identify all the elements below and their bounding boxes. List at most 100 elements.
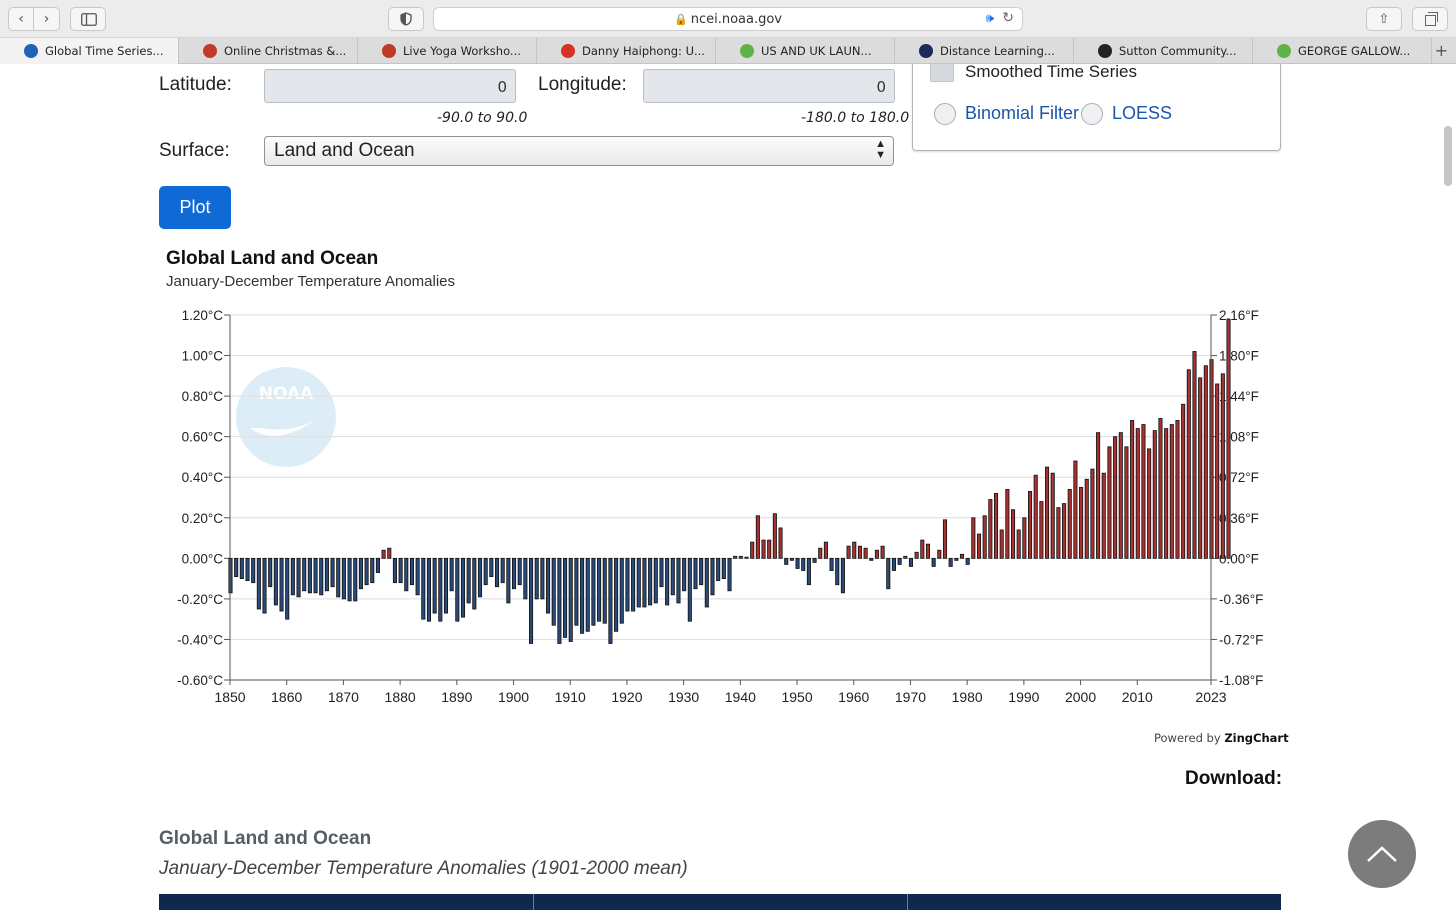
bar: [670, 557, 675, 596]
x-tick-label: 1900: [498, 689, 529, 705]
bar: [908, 557, 913, 567]
bar: [392, 557, 397, 584]
noaa-icon: [24, 44, 38, 58]
x-tick-label: 1890: [441, 689, 472, 705]
back-button[interactable]: ‹: [8, 7, 34, 31]
x-tick-label: 1910: [555, 689, 586, 705]
bar: [925, 543, 931, 559]
address-bar[interactable]: 🔒 ncei.noaa.gov 🕪 ↻: [433, 7, 1023, 31]
browser-tab[interactable]: Live Yoga Worksho...: [358, 38, 537, 64]
loess-radio[interactable]: [1081, 103, 1103, 125]
binomial-radio[interactable]: [934, 103, 956, 125]
bar: [1181, 403, 1186, 559]
new-tab-icon[interactable]: +: [1434, 41, 1448, 60]
bar: [1130, 420, 1135, 559]
y-tick-label-left: -0.20°C: [177, 592, 223, 607]
y-tick-label-right: -0.36°F: [1219, 592, 1263, 607]
bar: [784, 557, 789, 565]
binomial-label[interactable]: Binomial Filter: [965, 103, 1080, 123]
browser-tab-title: Danny Haiphong: U...: [582, 44, 705, 58]
share-button[interactable]: ⇧: [1366, 7, 1402, 31]
powered-by-prefix: Powered by: [1154, 731, 1221, 745]
bar: [1198, 377, 1203, 559]
browser-tab-title: Online Christmas &...: [224, 44, 347, 58]
bar: [1175, 420, 1180, 559]
y-tick-label-right: -1.08°F: [1219, 673, 1263, 688]
reload-icon[interactable]: ↻: [1002, 10, 1014, 26]
browser-tab[interactable]: Distance Learning...: [895, 38, 1074, 64]
om-icon: [382, 44, 396, 58]
plot-button[interactable]: Plot: [159, 186, 231, 229]
bar: [716, 557, 721, 582]
bar: [341, 557, 346, 600]
chart-subtitle: January-December Temperature Anomalies: [166, 273, 456, 290]
sidebar-toggle-button[interactable]: [70, 7, 106, 31]
forward-button[interactable]: ›: [34, 7, 60, 31]
surface-select[interactable]: Land and Ocean ▲ ▼: [264, 136, 894, 166]
bar: [778, 527, 783, 559]
browser-tab-title: Live Yoga Worksho...: [403, 44, 521, 58]
bar: [404, 557, 409, 592]
browser-tab[interactable]: GEORGE GALLOW...: [1253, 38, 1432, 64]
bar: [262, 557, 267, 614]
bar: [546, 557, 551, 614]
section-title: Global Land and Ocean: [159, 828, 372, 849]
bar: [534, 557, 539, 600]
x-tick-label: 1880: [385, 689, 416, 705]
speaker-icon[interactable]: 🕪: [985, 11, 994, 26]
community-icon: [1098, 44, 1112, 58]
bar: [557, 557, 562, 644]
x-tick-label: 1850: [214, 689, 245, 705]
browser-tab[interactable]: US AND UK LAUN...: [716, 38, 895, 64]
url-text: ncei.noaa.gov: [690, 12, 782, 27]
loess-label[interactable]: LOESS: [1112, 103, 1173, 123]
y-tick-label-left: 0.20°C: [182, 511, 224, 526]
bar: [863, 547, 868, 559]
bar: [426, 557, 432, 622]
page-scrollbar[interactable]: [1444, 126, 1452, 186]
bar: [704, 557, 709, 608]
data-table-header: [159, 894, 1281, 910]
longitude-input[interactable]: 0: [643, 69, 895, 103]
latitude-input[interactable]: 0: [264, 69, 516, 103]
smoothed-checkbox[interactable]: [930, 64, 954, 82]
bar: [857, 545, 862, 559]
bar: [931, 557, 936, 567]
sidebar-icon: [81, 13, 97, 26]
bar: [489, 557, 494, 577]
bar: [648, 557, 653, 606]
chevron-left-icon: ‹: [18, 11, 24, 27]
browser-tab[interactable]: Global Time Series...: [0, 38, 179, 64]
bar: [676, 557, 681, 604]
browser-tab[interactable]: Danny Haiphong: U...: [537, 38, 716, 64]
latitude-label: Latitude:: [159, 74, 232, 95]
tab-overview-button[interactable]: [1412, 7, 1448, 31]
bar: [574, 557, 579, 626]
y-tick-label-right: 0.36°F: [1219, 511, 1259, 526]
bar: [1056, 507, 1061, 559]
bar: [1226, 318, 1231, 559]
browser-toolbar: ‹ › 🔒 ncei.noaa.gov 🕪 ↻ ⇧: [0, 0, 1456, 38]
bar: [653, 557, 658, 604]
bar: [852, 541, 857, 559]
bar: [251, 557, 256, 584]
bar: [580, 557, 585, 634]
browser-tab-title: US AND UK LAUN...: [761, 44, 872, 58]
bar: [631, 557, 636, 612]
bar: [625, 557, 630, 612]
bar: [1107, 446, 1112, 559]
browser-tab[interactable]: Sutton Community...: [1074, 38, 1253, 64]
privacy-report-button[interactable]: [388, 7, 424, 31]
bar: [903, 555, 908, 559]
browser-tab-title: Global Time Series...: [45, 44, 164, 58]
bar: [1135, 428, 1140, 559]
select-arrows-icon: ▲ ▼: [875, 138, 886, 161]
zingchart-link[interactable]: ZingChart: [1224, 731, 1289, 745]
browser-tab[interactable]: Online Christmas &...: [179, 38, 358, 64]
bar: [636, 557, 641, 608]
bar: [432, 557, 437, 614]
bar: [1045, 466, 1050, 559]
bar: [948, 557, 953, 567]
y-tick-label-left: 0.60°C: [182, 430, 224, 445]
back-to-top-button[interactable]: [1348, 820, 1416, 888]
